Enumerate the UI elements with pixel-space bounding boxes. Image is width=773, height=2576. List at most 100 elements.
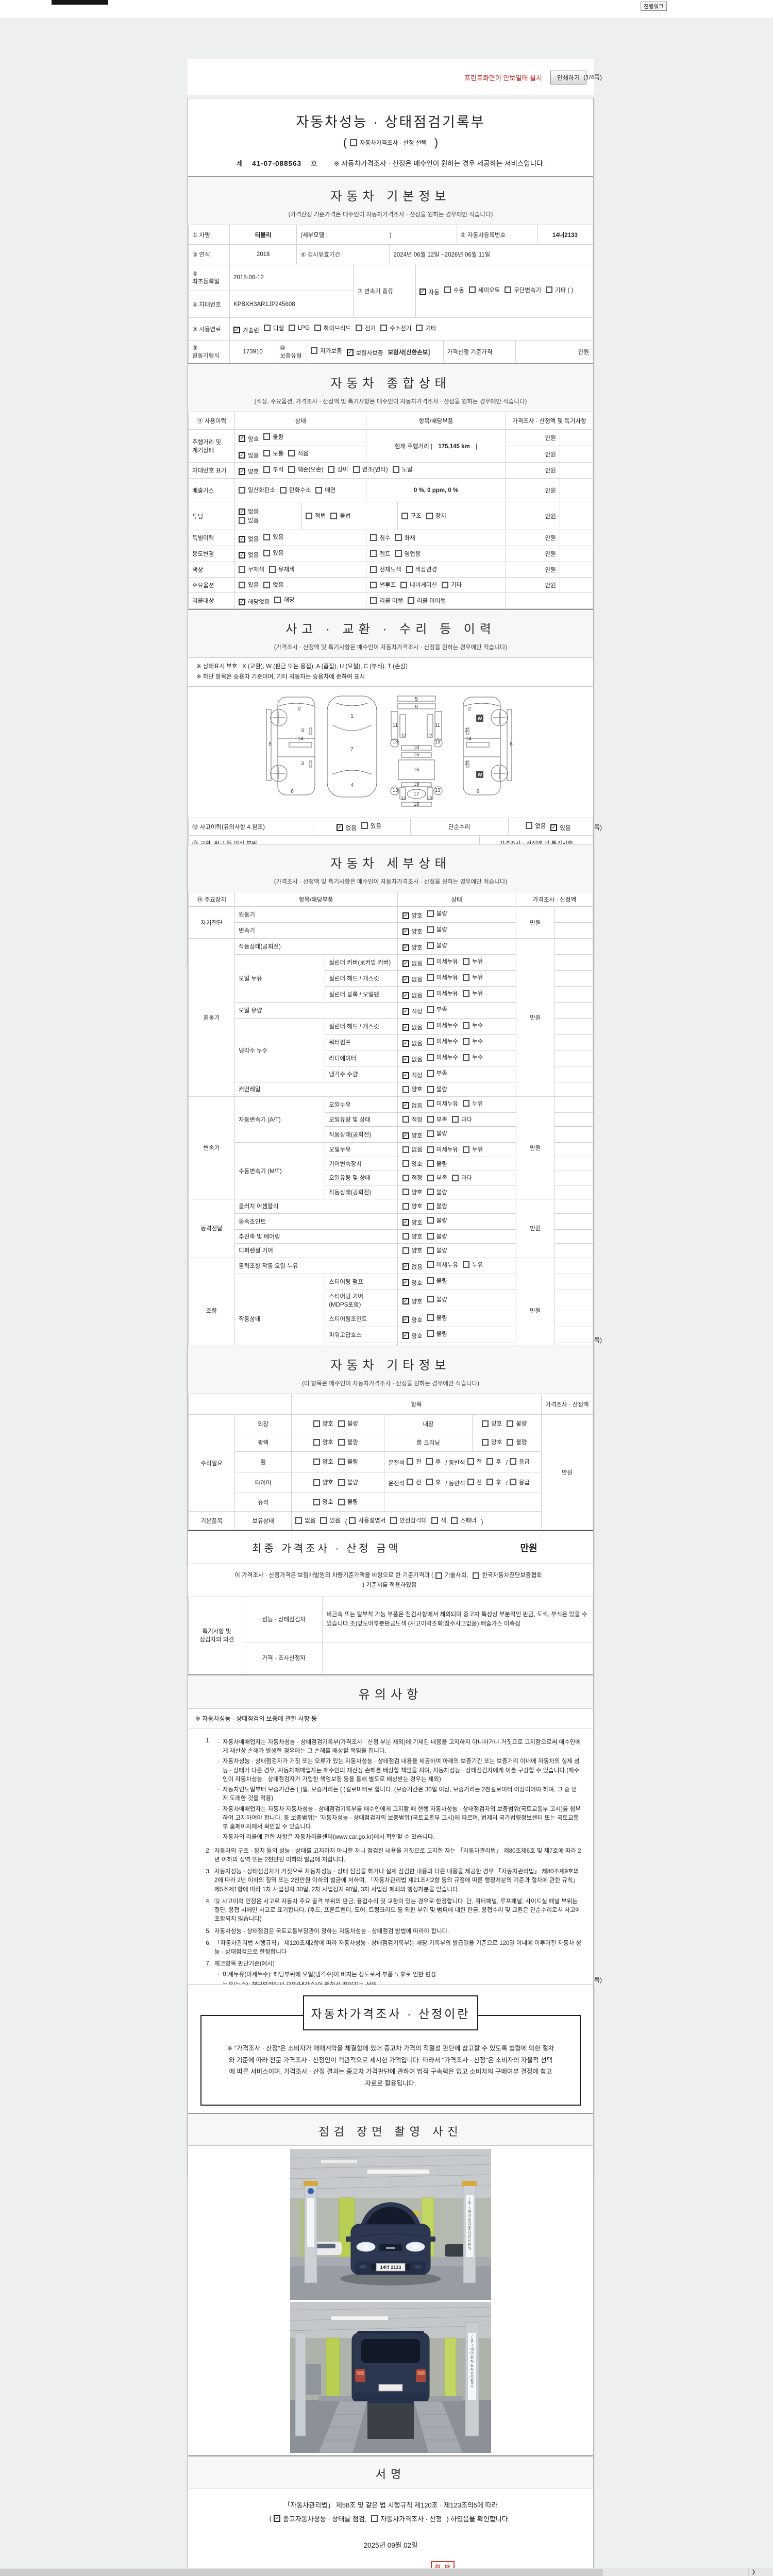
checkbox[interactable]: [295, 1517, 303, 1524]
checkbox[interactable]: [402, 1146, 409, 1153]
checkbox[interactable]: [427, 1160, 434, 1167]
checkbox[interactable]: [427, 1086, 434, 1093]
scroll-right-arrow[interactable]: ❯: [748, 2568, 759, 2576]
checkbox[interactable]: [509, 1458, 516, 1465]
checkbox[interactable]: [311, 347, 318, 354]
checkbox[interactable]: [239, 486, 246, 494]
checkbox[interactable]: [431, 1517, 439, 1524]
checkbox[interactable]: [486, 1458, 494, 1465]
checkbox[interactable]: [402, 1202, 409, 1210]
checkbox[interactable]: [395, 550, 402, 557]
checkbox[interactable]: ✓: [239, 435, 246, 442]
checkbox[interactable]: [427, 1296, 434, 1302]
checkbox[interactable]: [288, 466, 295, 473]
checkbox[interactable]: ✓: [402, 960, 409, 967]
horizontal-scrollbar[interactable]: ❯: [0, 2568, 773, 2576]
checkbox[interactable]: [313, 1498, 320, 1505]
checkbox[interactable]: [350, 139, 358, 146]
checkbox[interactable]: [467, 1479, 474, 1486]
checkbox[interactable]: [263, 466, 271, 473]
checkbox[interactable]: [355, 325, 362, 331]
checkbox[interactable]: [352, 466, 360, 473]
checkbox[interactable]: [427, 1070, 434, 1077]
checkbox[interactable]: [407, 1458, 414, 1465]
checkbox[interactable]: [313, 1438, 320, 1446]
checkbox[interactable]: [239, 566, 246, 573]
checkbox[interactable]: [239, 517, 246, 524]
checkbox[interactable]: [402, 1174, 409, 1181]
checkbox[interactable]: [390, 1517, 397, 1524]
checkbox[interactable]: [451, 1116, 459, 1123]
checkbox[interactable]: [338, 1420, 345, 1427]
checkbox[interactable]: [427, 1233, 434, 1240]
checkbox[interactable]: [427, 1247, 434, 1254]
checkbox[interactable]: [427, 1100, 434, 1107]
checkbox[interactable]: [320, 1517, 327, 1524]
checkbox[interactable]: [280, 486, 287, 494]
checkbox[interactable]: [370, 566, 377, 573]
checkbox[interactable]: [505, 286, 512, 293]
checkbox[interactable]: [427, 1330, 434, 1337]
checkbox[interactable]: [274, 596, 281, 603]
checkbox[interactable]: ✓: [402, 1298, 409, 1304]
checkbox[interactable]: [546, 286, 553, 293]
checkbox[interactable]: [263, 450, 271, 456]
checkbox[interactable]: [486, 1479, 494, 1486]
checkbox[interactable]: [263, 549, 271, 556]
checkbox[interactable]: [338, 1479, 345, 1486]
checkbox[interactable]: [482, 1420, 489, 1427]
checkbox[interactable]: [442, 581, 449, 588]
checkbox[interactable]: [263, 533, 271, 540]
checkbox[interactable]: [338, 1438, 345, 1446]
checkbox[interactable]: [427, 942, 434, 949]
checkbox[interactable]: [239, 581, 246, 588]
checkbox[interactable]: [427, 926, 434, 933]
checkbox[interactable]: ✓: [402, 976, 409, 983]
checkbox[interactable]: ✓: [402, 1008, 409, 1015]
checkbox[interactable]: [392, 466, 399, 473]
checkbox[interactable]: ✓: [402, 992, 409, 999]
checkbox[interactable]: ✓: [419, 289, 426, 295]
checkbox[interactable]: ✓: [346, 349, 354, 356]
print-install-hint[interactable]: 프린트화면이 안보일때 설치: [464, 74, 542, 82]
checkbox[interactable]: [507, 1438, 514, 1446]
checkbox[interactable]: ✓: [402, 1279, 409, 1286]
checkbox[interactable]: [288, 450, 295, 456]
checkbox[interactable]: [370, 534, 377, 541]
checkbox[interactable]: [314, 325, 322, 331]
checkbox[interactable]: [427, 1038, 434, 1045]
checkbox[interactable]: [407, 1479, 414, 1486]
checkbox[interactable]: [463, 974, 469, 981]
checkbox[interactable]: ✓: [336, 824, 343, 832]
checkbox[interactable]: [313, 1479, 320, 1486]
checkbox[interactable]: ✓: [402, 928, 409, 935]
checkbox[interactable]: ✓: [274, 2515, 281, 2522]
checkbox[interactable]: [427, 1217, 434, 1224]
checkbox[interactable]: [427, 974, 434, 981]
checkbox[interactable]: [463, 1261, 469, 1268]
checkbox[interactable]: [427, 958, 434, 965]
checkbox[interactable]: [263, 325, 271, 331]
checkbox[interactable]: [427, 1277, 434, 1284]
checkbox[interactable]: [473, 1572, 480, 1579]
checkbox[interactable]: [427, 1130, 434, 1137]
checkbox[interactable]: [427, 1022, 434, 1029]
checkbox[interactable]: [427, 990, 434, 997]
checkbox[interactable]: [509, 1479, 516, 1486]
checkbox[interactable]: ✓: [402, 1219, 409, 1226]
checkbox[interactable]: [507, 1420, 514, 1427]
checkbox[interactable]: [306, 512, 313, 519]
checkbox[interactable]: [338, 1498, 345, 1505]
checkbox[interactable]: [463, 990, 469, 997]
checkbox[interactable]: [435, 1572, 442, 1579]
checkbox[interactable]: [370, 597, 377, 604]
checkbox[interactable]: [426, 1479, 433, 1486]
checkbox[interactable]: [313, 1458, 320, 1465]
checkbox[interactable]: [427, 1174, 434, 1181]
checkbox[interactable]: ✓: [402, 1072, 409, 1079]
checkbox[interactable]: ✓: [239, 598, 246, 605]
checkbox[interactable]: [402, 1233, 409, 1240]
checkbox[interactable]: [315, 486, 323, 494]
checkbox[interactable]: [406, 566, 413, 573]
checkbox[interactable]: [402, 1086, 409, 1093]
